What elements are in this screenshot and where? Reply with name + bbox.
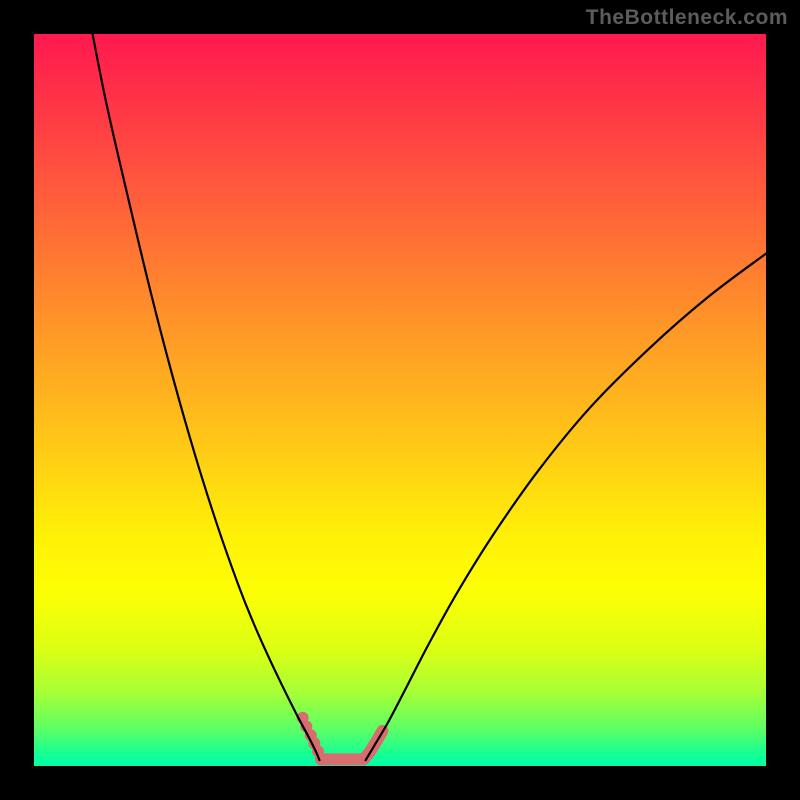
curve-left (93, 34, 320, 760)
chart-container: TheBottleneck.com (0, 0, 800, 800)
watermark-text: TheBottleneck.com (586, 6, 788, 30)
plot-frame (34, 34, 766, 766)
curve-right (366, 254, 766, 761)
highlight-bottom (321, 731, 382, 760)
plot-svg (34, 34, 766, 766)
